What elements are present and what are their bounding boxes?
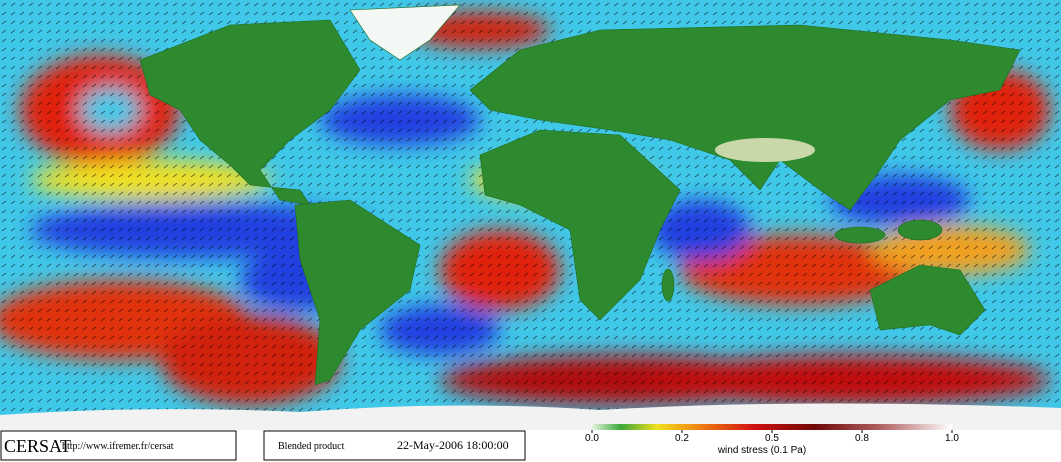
antarctica [0,403,1061,430]
logo: CERSAT [4,436,71,456]
logo-box [0,430,237,461]
info-box [263,430,526,461]
land [139,4,1021,386]
colorbar-tick-label: 1.0 [945,433,959,444]
colorbar-tick-label: 0.5 [765,433,779,444]
url: http://www.ifremer.fr/cersat [62,441,174,452]
colorbar-tick-label: 0.0 [585,433,599,444]
date: 22-May-2006 18:00:00 [397,438,509,452]
colorbar-label: wind stress (0.1 Pa) [717,445,806,456]
colorbar-tick-label: 0.8 [855,433,869,444]
map [0,0,1061,430]
product: Blended product [278,441,345,452]
colorbar [592,424,952,430]
colorbar-ticks: 0.0 0.2 0.5 0.8 1.0 [585,430,959,444]
colorbar-tick-label: 0.2 [675,433,689,444]
